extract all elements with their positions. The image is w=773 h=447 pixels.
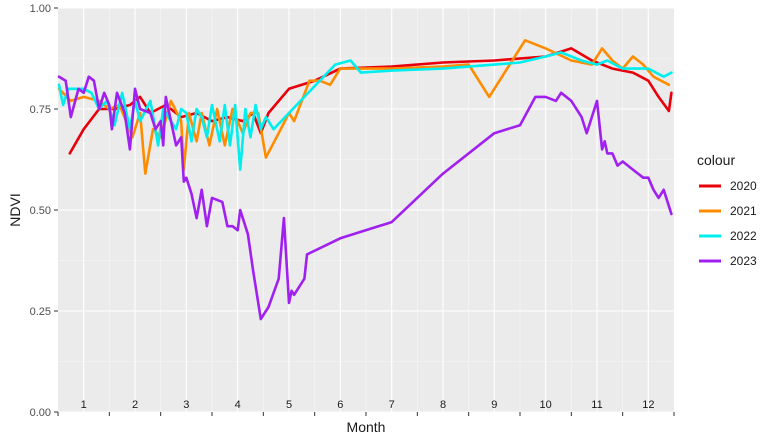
series-line-2020: [68, 47, 673, 155]
y-axis: 0.00 0.25 0.50 0.75 1.00: [30, 3, 58, 419]
y-tick-label: 0.00: [30, 407, 51, 419]
legend-title: colour: [697, 152, 735, 168]
y-tick-label: 0.50: [30, 205, 51, 217]
legend-label-2022: 2022: [730, 229, 757, 243]
y-tick-label: 0.25: [30, 306, 51, 318]
x-tick-label: 8: [440, 399, 446, 411]
x-tick-label: 11: [591, 399, 602, 411]
legend-label-2020: 2020: [730, 179, 757, 193]
series-lines: [57, 39, 673, 321]
x-tick-label: 7: [389, 399, 395, 411]
legend-label-2021: 2021: [730, 204, 757, 218]
y-tick-label: 0.75: [30, 104, 51, 116]
x-tick-label: 4: [235, 399, 241, 411]
series-line-2021: [57, 39, 671, 175]
legend: colour 2020 2021 2022 2023: [697, 152, 757, 268]
y-axis-title: NDVI: [7, 193, 23, 226]
x-tick-label: 5: [286, 399, 292, 411]
legend-label-2023: 2023: [730, 254, 757, 268]
x-tick-label: 1: [81, 399, 87, 411]
x-tick-label: 3: [183, 399, 189, 411]
x-axis: 1 2 3 4 5 6 7 8 9 10 11 12: [57, 399, 675, 416]
x-tick-label: 9: [491, 399, 497, 411]
y-tick-label: 1.00: [30, 3, 51, 15]
x-axis-title: Month: [347, 419, 386, 435]
series-line-2022: [57, 51, 673, 171]
x-tick-label: 6: [337, 399, 343, 411]
x-tick-label: 2: [132, 399, 138, 411]
x-tick-label: 10: [540, 399, 552, 411]
series-line-2023: [57, 75, 673, 321]
x-tick-label: 12: [642, 399, 654, 411]
